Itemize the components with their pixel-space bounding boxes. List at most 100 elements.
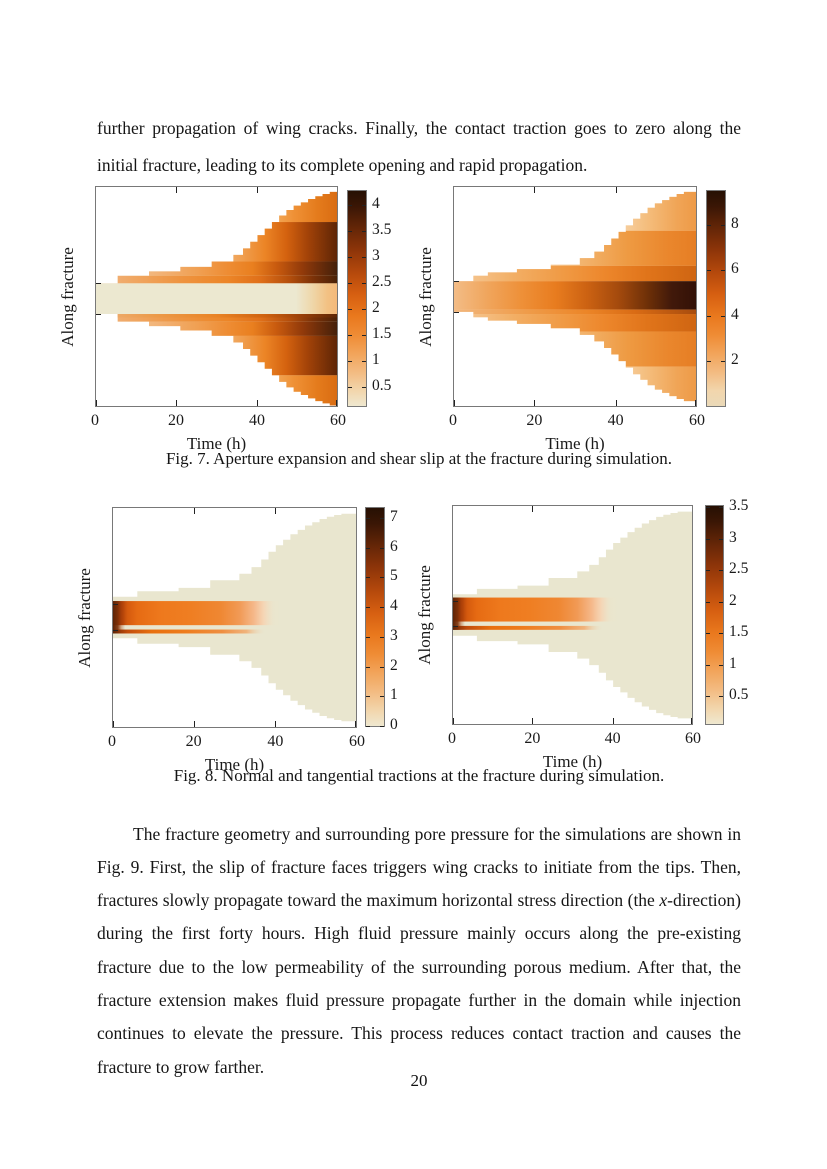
- x-tick-mark-top: [176, 187, 177, 193]
- colorbar-tick-mark: [380, 518, 384, 519]
- colorbar-tick-label: 1: [729, 654, 737, 672]
- x-tick-label: 60: [689, 412, 705, 429]
- colorbar-tick-label: 2: [390, 656, 398, 674]
- heatmap-band: [96, 375, 337, 406]
- italic-x-variable: x: [659, 890, 668, 911]
- colorbar-tick-label: 0.5: [729, 686, 749, 704]
- colorbar-tick-mark: [380, 666, 384, 668]
- colorbar: [347, 190, 367, 407]
- colorbar-tick-mark: [380, 547, 384, 549]
- colorbar-tick-mark: [362, 309, 366, 311]
- colorbar-tick-mark: [706, 601, 710, 603]
- x-tick-mark: [534, 400, 536, 406]
- y-axis-label: Along fracture: [75, 567, 94, 668]
- colorbar-tick-mark: [362, 335, 366, 337]
- colorbar-tick-mark: [719, 664, 723, 666]
- colorbar-tick-label: 2: [731, 351, 739, 369]
- x-tick-mark-top: [193, 508, 195, 514]
- heatmap-band: [454, 191, 696, 231]
- y-tick-mark: [96, 314, 101, 316]
- paragraph-bottom: The fracture geometry and surrounding po…: [97, 818, 741, 1084]
- x-tick-mark-top: [615, 187, 617, 193]
- colorbar-tick-mark: [348, 387, 352, 389]
- heatmap-band: [113, 601, 356, 634]
- heatmap-image: [453, 511, 692, 719]
- colorbar: [705, 505, 724, 725]
- colorbar-tick-mark: [706, 538, 710, 540]
- heatmap-band: [96, 314, 337, 318]
- colorbar-tick-label: 1.5: [372, 325, 392, 343]
- colorbar-tick-label: 3: [390, 626, 398, 644]
- colorbar-tick-mark: [362, 283, 366, 285]
- x-tick-label: 0: [449, 412, 457, 429]
- x-tick-mark-top: [532, 506, 534, 512]
- colorbar-tick-mark: [719, 633, 723, 635]
- x-tick-label: 60: [349, 733, 365, 750]
- colorbar-tick-mark: [721, 315, 725, 317]
- colorbar-tick-mark: [706, 696, 710, 698]
- y-tick-mark: [454, 311, 459, 313]
- heatmap-band: [96, 321, 337, 336]
- colorbar-tick-mark: [721, 224, 725, 226]
- colorbar-tick-label: 6: [731, 260, 739, 278]
- colorbar-tick-mark: [706, 507, 710, 509]
- colorbar-tick-label: 1.5: [729, 623, 749, 641]
- colorbar-tick-mark: [366, 725, 370, 727]
- colorbar-tick-label: 0.5: [372, 377, 392, 395]
- x-tick-label: 40: [267, 733, 284, 750]
- heatmap-plot-area: [112, 507, 357, 728]
- colorbar-tick-mark: [719, 696, 723, 698]
- heatmap-band: [96, 222, 337, 262]
- colorbar-tick-label: 3: [372, 247, 380, 265]
- colorbar-tick-mark: [707, 224, 711, 226]
- heatmap-image: [454, 191, 696, 402]
- colorbar-tick-mark: [362, 257, 366, 259]
- colorbar-tick-mark: [348, 231, 352, 233]
- colorbar-tick-mark: [380, 696, 384, 698]
- x-tick-mark: [532, 718, 534, 724]
- colorbar-tick-mark: [721, 270, 725, 272]
- x-tick-label: 20: [524, 730, 541, 747]
- heatmap-band: [96, 335, 337, 376]
- heatmap-plot-area: [95, 186, 338, 407]
- colorbar-tick-mark: [380, 636, 384, 638]
- colorbar-tick-mark: [706, 570, 710, 572]
- x-tick-mark: [176, 400, 177, 406]
- colorbar-tick-label: 2.5: [729, 560, 749, 578]
- x-tick-mark-top: [257, 187, 258, 193]
- x-tick-mark: [612, 718, 614, 724]
- y-tick-mark: [453, 600, 458, 602]
- x-tick-label: 40: [249, 412, 265, 429]
- colorbar-tick-mark: [348, 257, 352, 259]
- heatmap-band: [96, 261, 337, 276]
- heatmap-band: [454, 309, 696, 315]
- x-tick-label: 20: [526, 412, 543, 429]
- heatmap-band: [454, 281, 696, 310]
- colorbar-tick-mark: [719, 601, 723, 603]
- y-tick-mark: [113, 629, 118, 631]
- colorbar-tick-mark: [366, 547, 370, 549]
- colorbar-tick-label: 2: [729, 591, 737, 609]
- x-tick-label: 0: [91, 412, 99, 429]
- colorbar-tick-label: 1: [390, 686, 398, 704]
- heatmap-band: [454, 265, 696, 282]
- colorbar-tick-label: 4: [731, 305, 739, 323]
- colorbar-tick-label: 2: [372, 299, 380, 317]
- x-tick-mark: [695, 400, 696, 406]
- colorbar-tick-mark: [362, 387, 366, 389]
- x-tick-mark-top: [275, 508, 277, 514]
- heatmap-band: [454, 331, 696, 367]
- x-tick-label: 40: [607, 412, 624, 429]
- colorbar-tick-mark: [366, 666, 370, 668]
- x-tick-mark: [615, 400, 617, 406]
- x-tick-mark: [691, 718, 692, 724]
- x-tick-label: 60: [685, 730, 701, 747]
- colorbar-tick-mark: [348, 335, 352, 337]
- x-tick-label: 0: [448, 730, 456, 747]
- figure7-caption: Fig. 7. Aperture expansion and shear sli…: [165, 449, 673, 468]
- colorbar-tick-mark: [706, 664, 710, 666]
- x-tick-mark: [275, 721, 277, 727]
- heatmap-band: [454, 314, 696, 332]
- x-tick-mark: [336, 400, 337, 406]
